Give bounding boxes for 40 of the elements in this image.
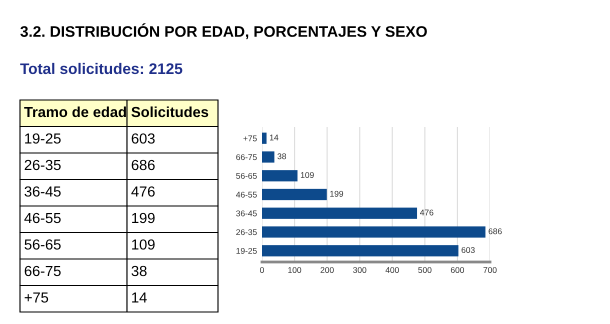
category-label: 19-25 <box>25 133 61 144</box>
text: 603 <box>132 133 155 144</box>
data-label: 38 <box>277 153 286 160</box>
category-label: 36-45 <box>24 186 61 197</box>
text: 38 <box>132 266 147 276</box>
text: 109 <box>132 239 155 250</box>
category-label: 66-75 <box>24 266 61 276</box>
x-tick-label: 100 <box>288 267 302 273</box>
data-label: 14 <box>270 134 278 140</box>
data-label: 603 <box>462 247 475 253</box>
text: Tramo de edad <box>24 106 126 118</box>
y-tick-label: 36-45 <box>236 210 257 216</box>
text: 686 <box>132 160 155 170</box>
category-label: 46-55 <box>24 212 61 224</box>
x-tick-label: 300 <box>353 267 366 273</box>
text: 476 <box>131 186 155 197</box>
y-tick-label: 26-35 <box>236 229 257 236</box>
category-label: 26-35 <box>24 160 61 170</box>
x-tick-label: 400 <box>386 267 399 273</box>
data-label: 686 <box>488 228 502 234</box>
data-label: 199 <box>330 190 344 197</box>
y-tick-label: 19-25 <box>236 248 257 254</box>
y-tick-label: 66-75 <box>236 154 257 160</box>
data-label: 476 <box>420 210 434 216</box>
text: Solicitudes <box>131 106 208 118</box>
category-label: +75 <box>24 292 48 303</box>
y-tick-label: 46-55 <box>236 192 257 198</box>
category-label: 56-65 <box>24 239 61 250</box>
text: 199 <box>132 212 155 224</box>
x-tick-label: 500 <box>418 267 432 273</box>
x-tick-label: 700 <box>483 267 497 273</box>
chart-title: 3.2. DISTRIBUCIÓN POR EDAD, PORCENTAJES Y SEXO <box>20 23 427 40</box>
text: 14 <box>132 292 147 303</box>
x-tick-label: 600 <box>450 267 464 273</box>
y-tick-label: +75 <box>243 136 257 142</box>
text: Total solicitudes: 2125 <box>20 62 182 74</box>
y-tick-label: 56-65 <box>236 172 257 179</box>
data-label: 109 <box>300 172 314 178</box>
x-tick-label: 0 <box>260 267 264 273</box>
x-tick-label: 200 <box>320 267 334 273</box>
